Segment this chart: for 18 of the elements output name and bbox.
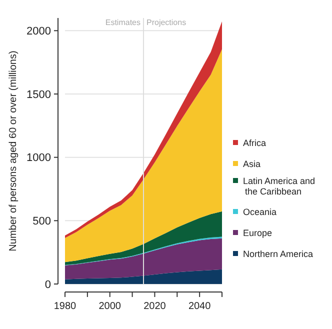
- legend-label: Northern America: [243, 249, 314, 260]
- annotation: Estimates: [105, 18, 140, 27]
- y-tick-label: 0: [44, 278, 51, 291]
- y-tick-label: 1000: [26, 152, 51, 164]
- legend-label: Asia: [243, 159, 261, 170]
- y-tick-label: 500: [32, 216, 51, 228]
- legend-label: Europe: [243, 228, 272, 238]
- legend-label: Latin America and the Caribbean: [243, 176, 316, 196]
- y-axis-title: Number of persons aged 60 or over (millions): [8, 50, 19, 252]
- y-tick-label: 1500: [26, 88, 51, 101]
- legend-label: Oceania: [243, 207, 277, 218]
- x-tick-label: 2020: [144, 301, 166, 312]
- y-tick-label: 2000: [26, 26, 51, 38]
- x-tick-label: 2000: [98, 301, 122, 312]
- annotation: Projections: [146, 18, 186, 27]
- legend-label: Africa: [243, 138, 266, 148]
- x-tick-label: 2040: [188, 301, 212, 312]
- x-tick-label: 1980: [54, 301, 77, 312]
